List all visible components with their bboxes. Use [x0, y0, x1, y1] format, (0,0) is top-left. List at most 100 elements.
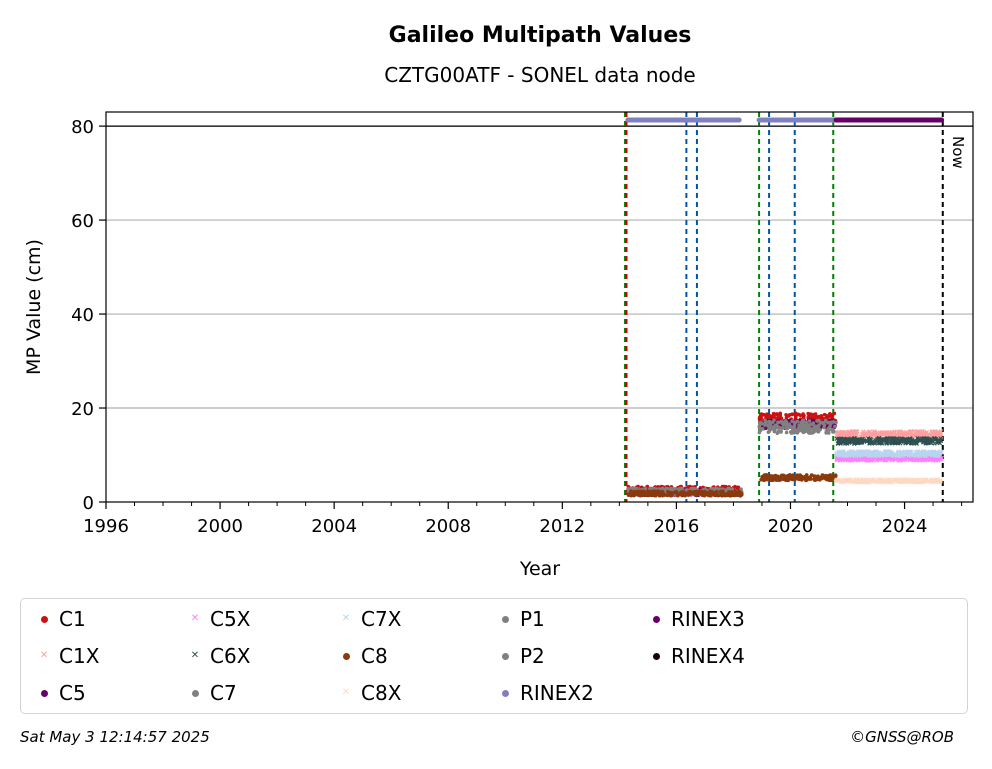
- point-c8: [760, 475, 764, 479]
- point-c8x: [847, 478, 852, 483]
- legend-label: RINEX4: [671, 644, 745, 668]
- axes: 1996 2000 2004 2008 2012 2016 2020 2024 0 20 40 60 8…: [71, 117, 963, 537]
- point-c8: [773, 473, 778, 478]
- point-c1x: [892, 432, 898, 437]
- point-c7: [691, 486, 696, 491]
- point-c7x: [901, 450, 907, 456]
- y-tick-label: 20: [71, 399, 94, 420]
- point-c8: [626, 493, 631, 498]
- point-c8x: [885, 477, 891, 482]
- point-c8: [653, 493, 658, 498]
- x-tick-label: 2004: [311, 516, 357, 537]
- legend-label: C5: [59, 681, 86, 705]
- point-c8: [639, 492, 643, 497]
- point-c8: [793, 477, 797, 482]
- point-c7: [810, 431, 814, 435]
- point-c8x: [916, 477, 922, 483]
- legend-item-rinex4: RINEX4: [649, 642, 745, 670]
- point-c6x: [932, 441, 937, 446]
- point-c7: [815, 419, 819, 423]
- y-tick-label: 80: [71, 117, 94, 138]
- point-c8x: [897, 478, 903, 484]
- legend-marker: [498, 649, 512, 663]
- point-c6x: [898, 436, 904, 441]
- point-c8: [670, 491, 675, 496]
- point-c1x: [930, 429, 935, 434]
- x-tick-label: 2016: [653, 516, 699, 537]
- point-c1x: [886, 431, 891, 436]
- legend-item-c1: C1: [37, 605, 86, 633]
- point-c7: [757, 430, 762, 435]
- point-c6x: [909, 439, 915, 444]
- point-c1: [806, 412, 811, 416]
- point-c7: [724, 488, 729, 492]
- point-c7x: [857, 452, 863, 457]
- legend-item-c8x: ✕ C8X: [339, 679, 402, 707]
- point-c1x: [901, 432, 906, 437]
- point-c7: [760, 427, 765, 431]
- legend-item-c5x: ✕ C5X: [188, 605, 251, 633]
- point-c7: [772, 428, 777, 432]
- point-c7: [776, 420, 781, 425]
- point-c1: [784, 412, 788, 417]
- point-c7: [789, 424, 794, 429]
- plot-frame: [105, 111, 974, 503]
- data-points: [626, 411, 944, 498]
- legend-label: RINEX3: [671, 607, 745, 631]
- point-c7x: [888, 450, 894, 456]
- point-c1: [809, 412, 814, 416]
- point-c8: [688, 489, 693, 494]
- point-c8x: [931, 478, 936, 483]
- point-c8: [787, 473, 792, 477]
- point-c7: [767, 429, 771, 434]
- point-c1: [758, 413, 763, 417]
- point-c7: [825, 428, 829, 433]
- point-c6x: [931, 436, 937, 441]
- point-c6x: [896, 439, 901, 445]
- legend-item-rinex2: RINEX2: [498, 679, 594, 707]
- point-c7x: [848, 451, 853, 457]
- point-c7: [763, 419, 768, 424]
- point-c8: [767, 473, 771, 478]
- point-c5x: [938, 457, 944, 462]
- point-c7: [792, 421, 797, 426]
- point-c8: [786, 478, 790, 483]
- point-c8: [700, 489, 704, 494]
- point-c7x: [939, 449, 944, 455]
- point-c8: [800, 474, 804, 479]
- legend-label: P2: [520, 644, 545, 668]
- legend-marker: ✕: [341, 613, 351, 624]
- point-c6x: [852, 435, 857, 441]
- chart-subtitle: CZTG00ATF - SONEL data node: [384, 63, 695, 87]
- point-c7x: [935, 451, 940, 457]
- point-c7x: [871, 453, 876, 459]
- point-c7: [768, 422, 773, 427]
- point-c7: [770, 420, 775, 424]
- legend-item-c7x: ✕ C7X: [339, 605, 402, 633]
- legend-label: RINEX2: [520, 681, 594, 705]
- point-c6x: [843, 440, 849, 446]
- x-tick-label: 2012: [539, 516, 585, 537]
- point-c6x: [922, 436, 928, 442]
- point-c8: [833, 474, 838, 478]
- point-c6x: [868, 438, 873, 443]
- point-c7: [670, 487, 674, 491]
- point-c8x: [913, 478, 919, 484]
- legend-label: C5X: [210, 607, 251, 631]
- point-c6x: [877, 439, 883, 445]
- legend-item-c5: C5: [37, 679, 86, 707]
- point-c7: [631, 486, 635, 491]
- legend-marker: [649, 612, 663, 626]
- point-c8: [697, 489, 701, 494]
- point-c8: [716, 493, 721, 498]
- point-c6x: [936, 438, 942, 443]
- point-c1x: [911, 428, 916, 434]
- point-c8: [664, 493, 669, 497]
- point-c8: [792, 475, 796, 479]
- point-c7: [767, 419, 772, 424]
- point-c1x: [866, 431, 871, 437]
- point-c7x: [842, 452, 848, 457]
- point-c8: [632, 493, 636, 498]
- point-c6x: [887, 441, 892, 446]
